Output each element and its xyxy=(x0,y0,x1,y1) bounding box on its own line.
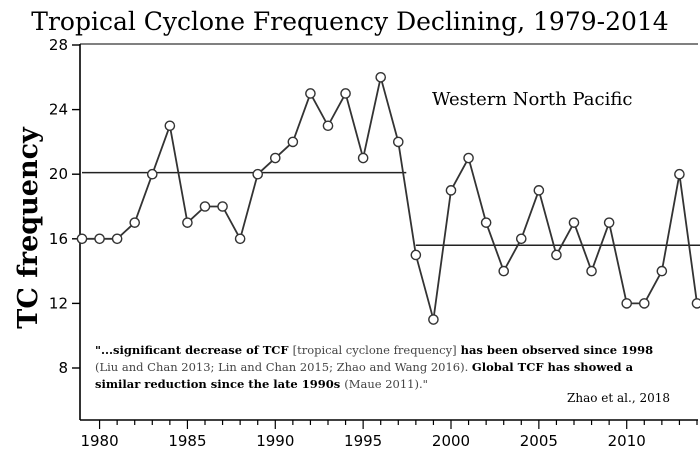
x-tick-label: 1995 xyxy=(344,432,382,450)
y-tick-label: 28 xyxy=(49,36,68,54)
x-tick-label: 1980 xyxy=(80,432,118,450)
y-ticks: 8 12 16 20 24 28 xyxy=(49,36,80,377)
region-label: Western North Pacific xyxy=(432,89,632,110)
data-point-2000 xyxy=(445,185,457,196)
x-ticks: 1980 1985 1990 1995 2000 2005 2010 xyxy=(80,420,698,450)
annotation-line-1-part-2: [tropical cyclone frequency] xyxy=(293,343,457,357)
data-point-2014 xyxy=(691,298,700,309)
annotation-line-2: (Liu and Chan 2013; Lin and Chan 2015; Z… xyxy=(95,360,634,374)
annotation-line-3-part-1: similar reduction since the late 1990s xyxy=(95,377,344,391)
data-point-1985 xyxy=(182,217,193,228)
y-tick-label: 16 xyxy=(49,230,68,248)
plot-frame xyxy=(79,43,698,421)
data-point-1999 xyxy=(428,314,439,325)
data-point-1984 xyxy=(164,120,176,132)
data-point-1998 xyxy=(410,249,422,261)
data-point-2004 xyxy=(515,233,527,245)
data-point-1982 xyxy=(129,217,141,228)
data-point-2010 xyxy=(621,298,633,309)
annotation-line-2-part-1: (Liu and Chan 2013; Lin and Chan 2015; Z… xyxy=(95,360,472,374)
x-tick-label: 1990 xyxy=(256,432,294,450)
data-point-1994 xyxy=(340,88,351,99)
y-tick-label: 12 xyxy=(49,294,68,312)
y-axis-label: TC frequency xyxy=(13,126,44,329)
y-tick-label: 8 xyxy=(58,359,68,377)
data-point-1986 xyxy=(199,201,211,212)
annotation-line-3: similar reduction since the late 1990s (… xyxy=(95,377,428,391)
x-tick-label: 2000 xyxy=(432,432,470,450)
data-point-2003 xyxy=(498,265,510,277)
chart-title: Tropical Cyclone Frequency Declining, 19… xyxy=(31,7,668,36)
x-tick-label: 1985 xyxy=(168,432,206,450)
annotation-line-1: "...significant decrease of TCF [tropica… xyxy=(95,343,653,357)
annotation-line-1-part-1: "...significant decrease of TCF xyxy=(95,343,293,357)
mean-lines xyxy=(82,171,700,247)
data-point-2006 xyxy=(551,249,562,261)
data-point-1980 xyxy=(94,233,105,245)
data-point-1988 xyxy=(234,233,246,245)
data-point-1989 xyxy=(252,168,264,180)
data-point-1981 xyxy=(111,233,123,245)
data-point-2008 xyxy=(586,265,597,277)
annotation-line-1-part-3: has been observed since 1998 xyxy=(457,343,653,357)
data-point-2011 xyxy=(638,298,650,309)
citation: Zhao et al., 2018 xyxy=(567,391,670,405)
data-point-1996 xyxy=(375,72,387,83)
data-point-1987 xyxy=(217,201,228,212)
data-point-2001 xyxy=(463,152,474,164)
data-point-1995 xyxy=(357,152,369,164)
x-tick-label: 2005 xyxy=(520,432,558,450)
data-point-2002 xyxy=(480,217,492,228)
data-point-1992 xyxy=(305,88,316,99)
data-point-1983 xyxy=(146,168,158,180)
data-point-2009 xyxy=(603,217,615,228)
data-point-2013 xyxy=(674,168,685,180)
data-point-1990 xyxy=(269,152,281,164)
data-point-1997 xyxy=(392,136,404,148)
data-point-1979 xyxy=(76,233,88,245)
annotation-line-2-part-2: Global TCF has showed a xyxy=(472,360,634,374)
data-point-2007 xyxy=(568,217,580,228)
data-point-2012 xyxy=(656,265,668,277)
data-point-2005 xyxy=(533,185,545,196)
x-tick-label: 2010 xyxy=(608,432,646,450)
data-point-1991 xyxy=(287,136,299,148)
data-point-1993 xyxy=(322,120,334,132)
series-line xyxy=(82,76,698,321)
series-group xyxy=(76,72,700,325)
annotation-line-3-part-2: (Maue 2011)." xyxy=(344,377,428,391)
y-tick-label: 24 xyxy=(49,101,68,119)
y-tick-label: 20 xyxy=(49,165,68,183)
